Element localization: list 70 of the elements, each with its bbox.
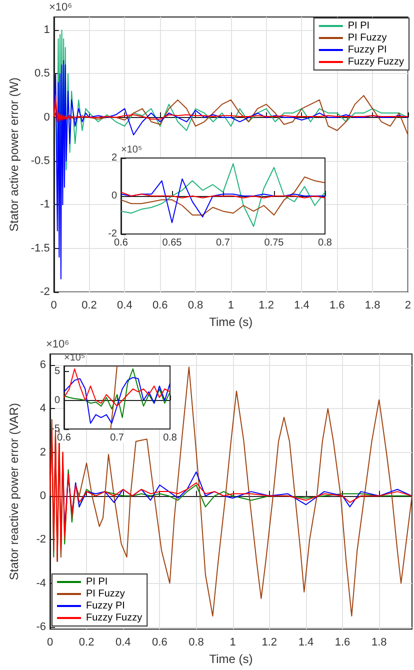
y-tick-label: 6 [40, 358, 46, 371]
x-tick-label: 0.4 [117, 300, 132, 312]
y-tick-label: 2 [111, 152, 118, 164]
x-tick-label: 1.8 [371, 636, 387, 649]
legend-label: PI PI [86, 576, 108, 588]
y-axis-title: Stator reactive power error (VAR) [7, 402, 21, 580]
annotation: ×10⁵ [121, 144, 142, 156]
annotation: ×10⁵ [64, 352, 86, 364]
y-tick-label: 0 [111, 190, 118, 202]
x-tick-label: 1.2 [258, 300, 274, 312]
x-tick-label: 0.6 [114, 238, 128, 248]
y-tick-label: -4 [36, 577, 46, 590]
x-tick-label: 0.65 [162, 238, 182, 248]
y-tick-label: -2 [40, 286, 50, 298]
x-tick-label: 0.8 [163, 432, 178, 444]
x-tick-label: 1.8 [364, 300, 380, 312]
y-tick-label: -1.5 [30, 242, 50, 254]
x-tick-label: 1.6 [334, 636, 350, 649]
x-tick-label: 0.7 [216, 238, 230, 248]
line-series [120, 178, 326, 224]
x-tick-label: 0.8 [188, 300, 204, 312]
x-tick-label: 1.4 [294, 300, 310, 312]
line-series [53, 95, 408, 136]
y-tick-label: 1 [44, 24, 50, 36]
x-tick-label: 0.6 [152, 300, 168, 312]
legend-label: PI Fuzzy [86, 588, 125, 600]
y-axis-title: Stator active power error (W) [7, 77, 21, 232]
line-series [120, 176, 326, 216]
line-series [64, 368, 171, 407]
x-tick-label: 1 [228, 300, 234, 312]
legend-label: PI PI [348, 20, 370, 32]
legend-label: Fuzzy Fuzzy [86, 612, 142, 624]
text: ×10⁶ [49, 2, 72, 14]
line-series [120, 163, 326, 227]
x-tick-label: 0.2 [82, 300, 97, 312]
x-tick-label: 0.4 [115, 636, 131, 649]
x-tick-label: 1.6 [329, 300, 345, 312]
y-tick-label: 0 [40, 490, 46, 502]
x-tick-label: 0.8 [188, 636, 204, 649]
line-series [64, 376, 171, 424]
legend-label: Fuzzy PI [86, 600, 125, 612]
x-tick-label: 0.8 [318, 238, 332, 248]
line-series [53, 95, 408, 122]
text: ×10⁶ [46, 338, 70, 350]
x-tick-label: 1.2 [262, 636, 278, 649]
x-tick-label: 1 [230, 636, 236, 649]
x-axis-title: Time (s) [209, 314, 253, 329]
y-tick-label: 4 [40, 402, 46, 415]
y-tick-label: -1 [40, 198, 50, 211]
x-tick-label: 0.6 [152, 636, 168, 649]
x-tick-label: 2 [404, 300, 412, 312]
legend-label: PI Fuzzy [348, 32, 387, 44]
y-tick-label: 0 [54, 394, 60, 406]
x-tick-label: 0.2 [78, 636, 94, 649]
y-tick-label: 0 [44, 111, 50, 124]
x-tick-label: 0.75 [264, 238, 284, 248]
y-tick-label: 5 [54, 366, 60, 378]
y-tick-label: -6 [36, 620, 46, 633]
y-tick-label: -0.5 [30, 155, 50, 168]
legend-label: Fuzzy Fuzzy [348, 56, 404, 68]
x-tick-label: 1.4 [298, 636, 314, 649]
x-axis-title: Time (s) [209, 652, 253, 666]
y-tick-label: 2 [40, 446, 46, 458]
y-tick-label: 0.5 [34, 68, 50, 80]
x-tick-label: 0.6 [57, 432, 72, 444]
x-tick-label: 0.7 [110, 432, 124, 444]
legend-label: Fuzzy PI [348, 44, 387, 56]
y-tick-label: -2 [108, 228, 118, 240]
y-tick-label: -2 [36, 534, 46, 546]
line-series [64, 368, 171, 418]
